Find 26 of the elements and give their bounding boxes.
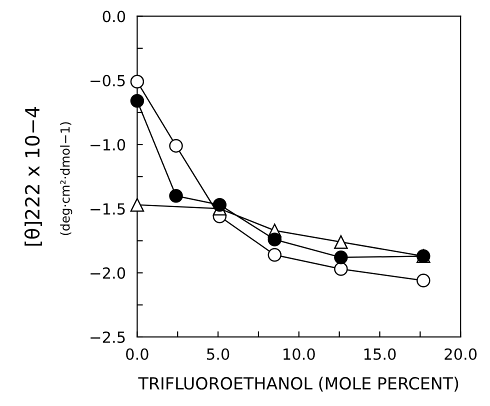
y-tick-label: −1.0: [90, 139, 126, 151]
y-tick-label: −2.0: [90, 267, 126, 279]
x-axis-title: TRIFLUOROETHANOL (MOLE PERCENT): [138, 376, 458, 392]
y-axis-title: [θ]222 x 10−4: [24, 106, 42, 246]
point: [130, 74, 144, 89]
point: [130, 94, 144, 108]
y-tick-label: −2.5: [90, 331, 125, 343]
point: [268, 232, 282, 246]
point: [130, 198, 144, 212]
point: [334, 262, 348, 276]
x-tick-label: 10.0: [284, 348, 315, 360]
text: (deg·cm²·dmol−1): [60, 122, 72, 236]
x-tick-label: 0.0: [126, 348, 148, 360]
point: [334, 235, 348, 249]
y-tick-label: −0.5: [90, 74, 125, 86]
point: [334, 250, 348, 264]
point: [268, 248, 282, 262]
point: [212, 198, 227, 212]
point: [169, 138, 183, 153]
y-tick-label: −1.5: [90, 203, 125, 215]
x-tick-label: 15.0: [364, 348, 396, 360]
point: [169, 188, 183, 203]
x-tick-label: 5.0: [207, 348, 230, 360]
y-tick-label: 0.0: [102, 10, 126, 22]
x-tick-label: 20.0: [444, 348, 477, 360]
point: [416, 274, 430, 288]
